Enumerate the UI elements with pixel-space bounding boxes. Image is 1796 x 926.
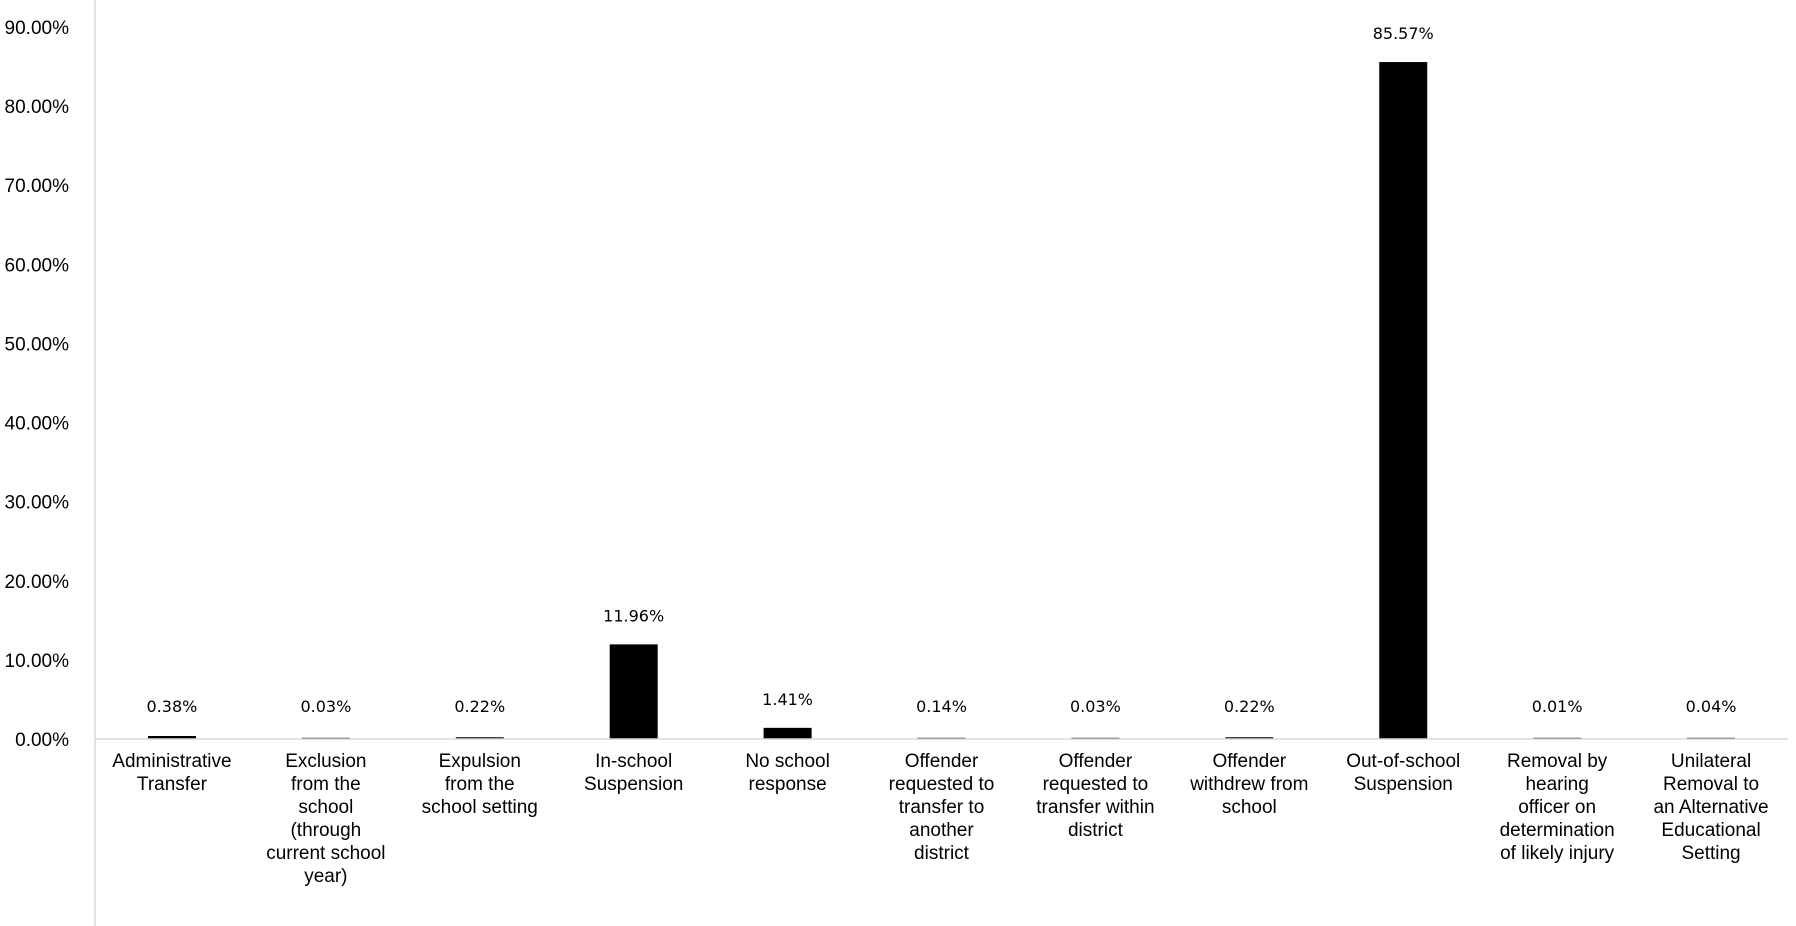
x-tick-label: No school response xyxy=(745,751,830,795)
data-labels: 0.38% 0.03% 0.22% 11.96% 1.41% 0.14% 0.03% 0.22… xyxy=(147,24,1737,716)
y-axis: 0.00% 10.00% 20.00% 30.00% 40.00% 50.00% 60.00… xyxy=(5,0,96,926)
data-label: 11.96% xyxy=(603,606,664,625)
x-tick-label: Offender requested to transfer within distr… xyxy=(1036,751,1154,841)
bar xyxy=(1225,737,1274,739)
y-tick-label: 70.00% xyxy=(5,176,70,197)
x-tick-label: Offender withdrew from school xyxy=(1189,751,1308,818)
data-label: 0.03% xyxy=(1070,697,1121,716)
y-tick-label: 30.00% xyxy=(5,493,70,514)
x-tick-label: Expulsion from the school setting xyxy=(422,751,538,818)
data-label: 0.22% xyxy=(454,697,505,716)
bars xyxy=(147,62,1736,740)
data-label: 0.01% xyxy=(1532,697,1583,716)
bar xyxy=(455,737,504,739)
data-label: 0.22% xyxy=(1224,697,1275,716)
bar xyxy=(609,644,658,739)
x-tick-label: Exclusion from the school (through current s… xyxy=(266,751,385,887)
y-tick-label: 90.00% xyxy=(5,18,70,39)
bar xyxy=(147,735,196,739)
x-tick-label: Offender requested to transfer to another di… xyxy=(889,751,995,864)
y-tick-label: 20.00% xyxy=(5,572,70,593)
y-tick-label: 40.00% xyxy=(5,414,70,435)
x-tick-label: Removal by hearing officer on determination… xyxy=(1500,751,1615,864)
y-tick-label: 10.00% xyxy=(5,651,70,672)
data-label: 0.14% xyxy=(916,697,967,716)
y-tick-label: 0.00% xyxy=(15,730,69,751)
x-tick-label: Out-of-school Suspension xyxy=(1346,751,1460,795)
y-tick-label: 80.00% xyxy=(5,97,70,118)
data-label: 0.04% xyxy=(1686,697,1737,716)
y-tick-label: 50.00% xyxy=(5,334,70,355)
data-label: 85.57% xyxy=(1373,24,1434,43)
y-tick-label: 60.00% xyxy=(5,255,70,276)
bar xyxy=(763,727,812,739)
bar xyxy=(1379,62,1428,740)
x-axis: Administrative Transfer Exclusion from the s… xyxy=(95,738,1788,887)
x-tick-label: Administrative Transfer xyxy=(112,751,231,795)
x-tick-label: In-school Suspension xyxy=(584,751,683,795)
data-label: 0.03% xyxy=(300,697,351,716)
data-label: 0.38% xyxy=(147,697,198,716)
data-label: 1.41% xyxy=(762,690,813,709)
x-tick-label: Unilateral Removal to an Alternative Educat… xyxy=(1653,751,1768,864)
